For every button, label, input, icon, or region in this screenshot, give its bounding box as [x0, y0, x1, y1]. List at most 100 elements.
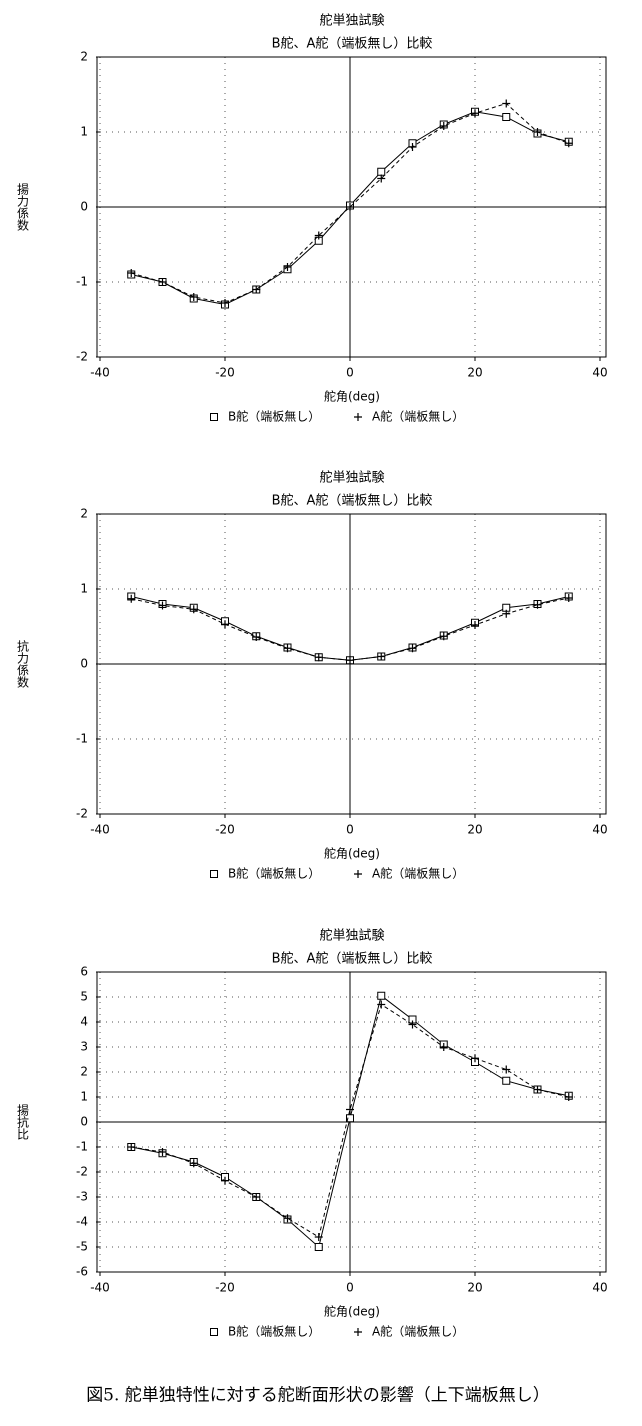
marker-square	[502, 113, 511, 121]
y-axis-label: 揚抗比	[16, 1104, 30, 1141]
marker-plus	[189, 293, 198, 301]
marker-plus	[354, 870, 362, 878]
y-tick-label: 1	[80, 1090, 88, 1104]
legend-label: B舵（端板無し）	[228, 409, 320, 424]
marker-plus	[127, 269, 136, 277]
legend-label: A舵（端板無し）	[372, 1324, 464, 1339]
marker-plus	[189, 1159, 198, 1168]
y-tick-label: 2	[80, 1065, 88, 1079]
chart-title: 舵単独試験	[319, 928, 384, 944]
series-line	[131, 1003, 569, 1238]
marker-plus	[314, 1233, 323, 1241]
chart-subtitle: B舵、A舵（端板無し）比較	[272, 37, 433, 52]
legend-label: A舵（端板無し）	[372, 866, 464, 881]
marker-plus	[564, 1093, 573, 1101]
marker-plus	[283, 1214, 292, 1223]
x-axis-label: 舵角(deg)	[324, 389, 380, 404]
y-tick-label: -6	[76, 1265, 88, 1279]
marker-plus	[354, 1328, 362, 1336]
marker-plus	[314, 231, 323, 240]
marker-plus	[439, 122, 448, 130]
marker-plus	[158, 278, 167, 286]
marker-plus	[346, 1105, 354, 1114]
y-tick-label: 4	[80, 1015, 88, 1029]
y-tick-label: -1	[76, 732, 88, 746]
x-tick-label: 0	[346, 1281, 354, 1295]
chart-subtitle: B舵、A舵（端板無し）比較	[272, 952, 433, 967]
marker-plus	[283, 644, 292, 653]
x-tick-label: 0	[346, 823, 354, 837]
marker-square	[377, 167, 386, 176]
marker-square	[377, 991, 386, 1000]
marker-plus	[127, 594, 136, 603]
marker-plus	[377, 174, 386, 183]
marker-plus	[221, 299, 229, 307]
marker-plus	[354, 413, 362, 421]
caption: 図5. 舵単独特性に対する舵断面形状の影響（上下端板無し）	[86, 1386, 550, 1406]
marker-plus	[377, 652, 386, 661]
marker-plus	[346, 656, 354, 665]
legend-label: B舵（端板無し）	[228, 866, 320, 881]
marker-plus	[283, 263, 292, 271]
y-tick-label: 6	[80, 965, 88, 979]
marker-plus	[471, 1054, 479, 1063]
x-tick-label: 20	[467, 366, 482, 380]
y-tick-label: -1	[76, 1140, 88, 1154]
marker-plus	[408, 644, 417, 653]
x-tick-label: 40	[592, 366, 607, 380]
x-tick-label: 40	[592, 823, 607, 837]
chart-title: 舵単独試験	[319, 470, 384, 486]
y-tick-label: -2	[76, 1165, 88, 1179]
x-tick-label: -40	[90, 366, 110, 380]
marker-square	[210, 870, 218, 878]
marker-plus	[158, 601, 167, 610]
x-tick-label: 20	[467, 1281, 482, 1295]
marker-plus	[564, 594, 573, 602]
marker-square	[346, 1114, 354, 1123]
x-tick-label: -20	[215, 1281, 235, 1295]
x-axis-label: 舵角(deg)	[324, 846, 380, 861]
marker-plus	[533, 1085, 542, 1094]
series-line	[131, 102, 569, 304]
marker-plus	[533, 600, 542, 609]
y-tick-label: -2	[76, 350, 88, 364]
marker-plus	[221, 1176, 229, 1185]
marker-plus	[252, 633, 261, 641]
x-tick-label: -20	[215, 366, 235, 380]
marker-plus	[439, 1043, 448, 1051]
y-axis-label: 抗力係数	[16, 639, 30, 689]
marker-plus	[533, 128, 542, 136]
y-tick-label: 0	[80, 1115, 88, 1129]
marker-plus	[408, 143, 417, 151]
y-tick-label: 0	[80, 200, 88, 214]
marker-plus	[471, 109, 479, 118]
y-tick-label: 2	[80, 50, 88, 64]
y-tick-label: 0	[80, 657, 88, 671]
marker-plus	[502, 609, 511, 618]
x-tick-label: 40	[592, 1281, 607, 1295]
marker-square	[314, 1243, 323, 1251]
x-tick-label: -40	[90, 823, 110, 837]
marker-plus	[439, 632, 448, 641]
y-tick-label: -4	[76, 1215, 88, 1229]
y-tick-label: 1	[80, 582, 88, 596]
marker-plus	[127, 1143, 136, 1151]
series-line	[131, 597, 569, 661]
marker-plus	[471, 621, 479, 629]
marker-plus	[502, 99, 511, 108]
y-axis-label: 揚力係数	[16, 183, 30, 232]
marker-plus	[252, 1193, 261, 1201]
legend-label: A舵（端板無し）	[372, 409, 464, 424]
marker-plus	[346, 203, 354, 211]
chart-subtitle: B舵、A舵（端板無し）比較	[272, 494, 433, 509]
marker-square	[502, 1076, 511, 1085]
y-tick-label: -1	[76, 275, 88, 289]
y-tick-label: 1	[80, 125, 88, 139]
marker-square	[210, 413, 218, 421]
chart-title: 舵単独試験	[319, 13, 384, 29]
marker-plus	[189, 605, 198, 614]
marker-square	[210, 1328, 218, 1336]
x-axis-label: 舵角(deg)	[324, 1304, 380, 1319]
marker-plus	[377, 1000, 386, 1009]
legend-label: B舵（端板無し）	[228, 1324, 320, 1339]
